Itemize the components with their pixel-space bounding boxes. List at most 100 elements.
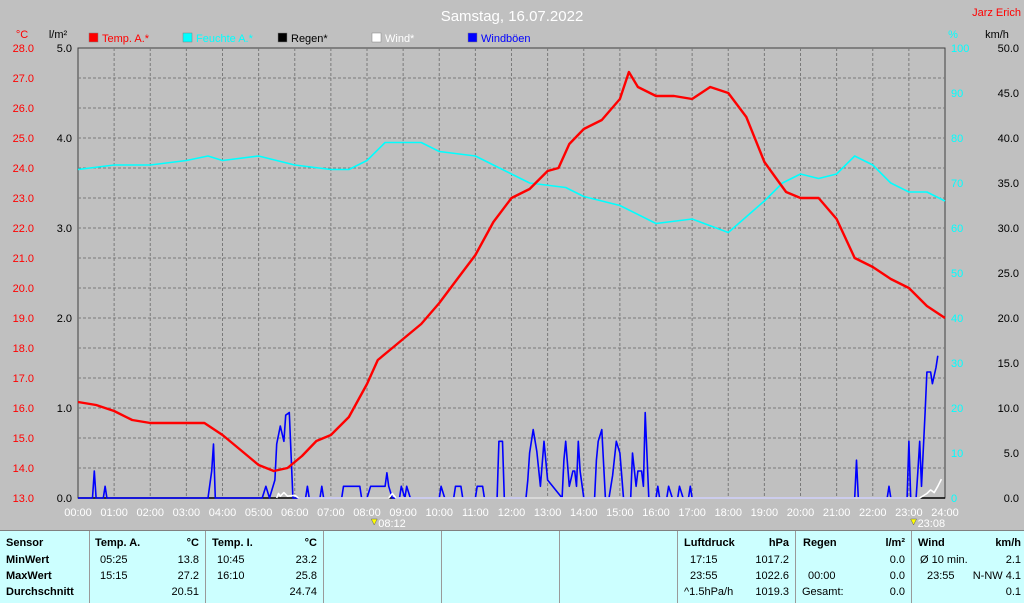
humidity-tick-label: 40 <box>951 313 963 325</box>
time-tick-label: 18:00 <box>714 507 742 519</box>
temp-a-average: 20.51 <box>171 586 199 598</box>
humidity-tick-label: 30 <box>951 358 963 370</box>
temp-tick-label: 20.0 <box>13 283 34 295</box>
time-tick-label: 13:00 <box>534 507 562 519</box>
temp-tick-label: 24.0 <box>13 163 34 175</box>
time-marker-label: 23:08 <box>918 518 946 530</box>
humidity-tick-label: 50 <box>951 268 963 280</box>
series-layer <box>77 70 946 499</box>
temp-tick-label: 16.0 <box>13 403 34 415</box>
temp-tick-label: 23.0 <box>13 193 34 205</box>
legend-label: Wind* <box>385 33 415 45</box>
temp-tick-label: 17.0 <box>13 373 34 385</box>
time-tick-label: 17:00 <box>678 507 706 519</box>
humidity-tick-label: 90 <box>951 88 963 100</box>
wind-tick-label: 0.0 <box>1004 493 1019 505</box>
time-tick-label: 24:00 <box>931 507 959 519</box>
temp-tick-label: 22.0 <box>13 223 34 235</box>
wind-unit: km/h <box>995 537 1021 549</box>
time-tick-label: 00:00 <box>64 507 92 519</box>
time-marker-label: 08:12 <box>378 518 406 530</box>
stats-sensor-column: Sensor MinWert MaxWert Durchschnitt <box>0 531 90 603</box>
temp-i-average: 24.74 <box>289 586 317 598</box>
temp-i-min-time: 10:45 <box>217 554 245 566</box>
stats-panel: Sensor MinWert MaxWert Durchschnitt Temp… <box>0 530 1024 603</box>
temp-unit-label: °C <box>16 29 28 41</box>
stats-empty-3 <box>560 531 678 603</box>
time-marker-arrow <box>370 518 378 526</box>
temp-tick-label: 25.0 <box>13 133 34 145</box>
time-tick-label: 04:00 <box>209 507 237 519</box>
time-tick-label: 09:00 <box>389 507 417 519</box>
wind-tick-label: 40.0 <box>998 133 1019 145</box>
stats-empty-1 <box>324 531 442 603</box>
legend-swatch <box>371 32 382 43</box>
humidity-tick-label: 60 <box>951 223 963 235</box>
temp-tick-label: 27.0 <box>13 73 34 85</box>
pressure-unit: hPa <box>768 537 789 549</box>
temp-i-unit: °C <box>304 537 317 549</box>
wind-average: 0.1 <box>1005 586 1021 598</box>
humidity-tick-label: 80 <box>951 133 963 145</box>
stats-wind: Wind km/h Ø 10 min. 2.1 23:55 N-NW 4.1 0… <box>912 531 1024 603</box>
humidity-tick-label: 70 <box>951 178 963 190</box>
sensor-header: Sensor <box>6 537 44 549</box>
rain-tick-label: 0.0 <box>57 493 72 505</box>
temp-a-unit: °C <box>186 537 199 549</box>
humidity-tick-label: 100 <box>951 43 969 55</box>
rain-tick-label: 4.0 <box>57 133 72 145</box>
time-tick-label: 06:00 <box>281 507 309 519</box>
time-tick-label: 21:00 <box>823 507 851 519</box>
humidity-tick-label: 10 <box>951 448 963 460</box>
rain-unit-label: l/m² <box>49 29 68 41</box>
wind-tick-label: 15.0 <box>998 358 1019 370</box>
temp-tick-label: 13.0 <box>13 493 34 505</box>
temp-tick-label: 19.0 <box>13 313 34 325</box>
temp-i-max-value: 25.8 <box>295 570 317 582</box>
legend-label: Windböen <box>481 33 531 45</box>
time-tick-label: 19:00 <box>751 507 779 519</box>
rain-total-label: Gesamt: <box>802 586 844 598</box>
temp-a-max-value: 27.2 <box>177 570 199 582</box>
rain-tick-label: 2.0 <box>57 313 72 325</box>
temp-a-header: Temp. A. <box>95 537 141 549</box>
temp-tick-label: 28.0 <box>13 43 34 55</box>
temp-tick-label: 14.0 <box>13 463 34 475</box>
temp-a-min-time: 05:25 <box>100 554 128 566</box>
pressure-header: Luftdruck <box>684 537 735 549</box>
time-tick-label: 01:00 <box>100 507 128 519</box>
minwert-label: MinWert <box>6 554 50 566</box>
chart-title: Samstag, 16.07.2022 <box>441 8 584 25</box>
pressure-max-value: 1022.6 <box>755 570 789 582</box>
time-tick-label: 22:00 <box>859 507 887 519</box>
time-tick-label: 08:00 <box>353 507 381 519</box>
time-tick-label: 10:00 <box>425 507 453 519</box>
legend-label: Feuchte A.* <box>196 33 254 45</box>
axis-ticks: 28.0 27.0 26.0 25.0 24.0 23.0 22.0 21.0 20.0 19.0… <box>13 43 1019 519</box>
legend-swatch <box>467 32 478 43</box>
rain-min-value: 0.0 <box>889 554 905 566</box>
pressure-min-time: 17:15 <box>690 554 718 566</box>
series-feuchtea-line <box>77 141 946 234</box>
temp-tick-label: 21.0 <box>13 253 34 265</box>
wind-tick-label: 50.0 <box>998 43 1019 55</box>
time-tick-label: 11:00 <box>462 507 489 519</box>
time-tick-label: 15:00 <box>606 507 634 519</box>
temp-i-min-value: 23.2 <box>295 554 317 566</box>
wind-unit-label: km/h <box>985 29 1009 41</box>
series-tempa-line <box>77 70 946 473</box>
wind-tick-label: 20.0 <box>998 313 1019 325</box>
humidity-unit-label: % <box>948 29 958 41</box>
temp-tick-label: 18.0 <box>13 343 34 355</box>
stats-temp-indoor: Temp. I. °C 10:45 23.2 16:10 25.8 24.74 <box>206 531 324 603</box>
wind-tick-label: 5.0 <box>1004 448 1019 460</box>
time-tick-label: 16:00 <box>642 507 670 519</box>
wind-avg-value: 2.1 <box>1005 554 1021 566</box>
rain-tick-label: 1.0 <box>57 403 72 415</box>
wind-header: Wind <box>918 537 945 549</box>
time-tick-label: 12:00 <box>498 507 526 519</box>
series-wind-line <box>275 478 943 499</box>
temp-tick-label: 26.0 <box>13 103 34 115</box>
wind-tick-label: 10.0 <box>998 403 1019 415</box>
humidity-tick-label: 20 <box>951 403 963 415</box>
